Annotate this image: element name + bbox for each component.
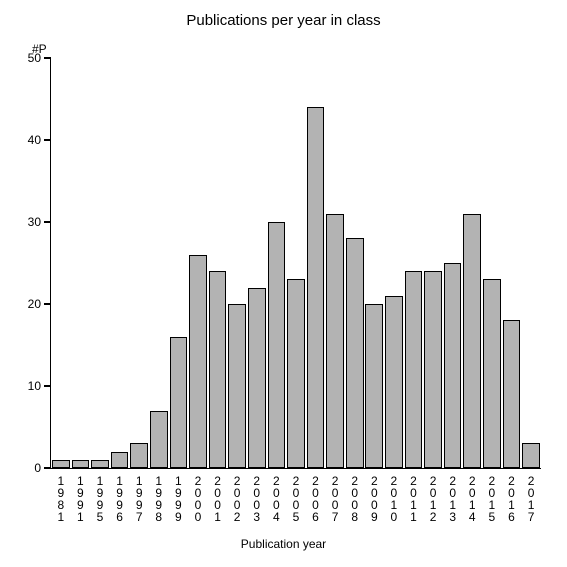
- bar: [130, 443, 148, 468]
- bar: [463, 214, 481, 468]
- bar-slot: 1996: [110, 58, 130, 468]
- bar: [405, 271, 423, 468]
- bar-slot: 1995: [90, 58, 110, 468]
- bar-slot: 1997: [129, 58, 149, 468]
- bar: [209, 271, 227, 468]
- bar-slot: 1981: [51, 58, 71, 468]
- bar-slot: 1999: [169, 58, 189, 468]
- y-tick-label: 30: [28, 215, 51, 229]
- bar-slot: 1991: [71, 58, 91, 468]
- y-tick-label: 10: [28, 379, 51, 393]
- bar: [150, 411, 168, 468]
- bar-slot: 2003: [247, 58, 267, 468]
- bar-slot: 2006: [306, 58, 326, 468]
- bar-slot: 2004: [267, 58, 287, 468]
- bar: [170, 337, 188, 468]
- chart-container: Publications per year in class #P 198119…: [0, 0, 567, 567]
- bar-slot: 2010: [384, 58, 404, 468]
- bar-slot: 2011: [404, 58, 424, 468]
- x-tick-label: 1998: [153, 468, 165, 522]
- bar: [189, 255, 207, 468]
- x-axis-label: Publication year: [0, 537, 567, 551]
- y-tick-label: 50: [28, 51, 51, 65]
- x-tick-label: 2004: [270, 468, 282, 522]
- x-tick-label: 2003: [251, 468, 263, 522]
- x-tick-label: 2006: [310, 468, 322, 522]
- x-tick-label: 1991: [74, 468, 86, 522]
- x-tick-label: 1981: [55, 468, 67, 522]
- x-tick-label: 2000: [192, 468, 204, 522]
- bar: [72, 460, 90, 468]
- x-tick-label: 2011: [407, 468, 419, 522]
- bar: [444, 263, 462, 468]
- x-tick-label: 2009: [368, 468, 380, 522]
- bar-slot: 2014: [462, 58, 482, 468]
- y-tick-label: 20: [28, 297, 51, 311]
- x-tick-label: 2016: [505, 468, 517, 522]
- x-tick-label: 2015: [486, 468, 498, 522]
- bar: [326, 214, 344, 468]
- bars-group: 1981199119951996199719981999200020012002…: [51, 58, 541, 468]
- plot-area: 1981199119951996199719981999200020012002…: [50, 58, 541, 469]
- bar: [503, 320, 521, 468]
- x-tick-label: 2012: [427, 468, 439, 522]
- bar: [483, 279, 501, 468]
- bar-slot: 2001: [208, 58, 228, 468]
- bar: [424, 271, 442, 468]
- x-tick-label: 2008: [349, 468, 361, 522]
- x-tick-label: 2010: [388, 468, 400, 522]
- bar-slot: 2000: [188, 58, 208, 468]
- bar: [307, 107, 325, 468]
- x-tick-label: 2007: [329, 468, 341, 522]
- bar-slot: 2002: [227, 58, 247, 468]
- x-tick-label: 2001: [212, 468, 224, 522]
- bar-slot: 2016: [502, 58, 522, 468]
- x-tick-label: 2014: [466, 468, 478, 522]
- y-tick-label: 40: [28, 133, 51, 147]
- x-tick-label: 1996: [114, 468, 126, 522]
- bar: [346, 238, 364, 468]
- y-tick-label: 0: [34, 461, 51, 475]
- x-tick-label: 1997: [133, 468, 145, 522]
- bar: [268, 222, 286, 468]
- bar: [228, 304, 246, 468]
- x-tick-label: 1995: [94, 468, 106, 522]
- bar-slot: 2005: [286, 58, 306, 468]
- x-tick-label: 2002: [231, 468, 243, 522]
- bar-slot: 2017: [521, 58, 541, 468]
- bar-slot: 2009: [365, 58, 385, 468]
- bar: [385, 296, 403, 468]
- bar: [52, 460, 70, 468]
- bar: [111, 452, 129, 468]
- bar: [522, 443, 540, 468]
- x-tick-label: 2013: [447, 468, 459, 522]
- bar-slot: 1998: [149, 58, 169, 468]
- chart-title: Publications per year in class: [0, 12, 567, 29]
- bar: [287, 279, 305, 468]
- bar-slot: 2008: [345, 58, 365, 468]
- bar-slot: 2015: [482, 58, 502, 468]
- x-tick-label: 1999: [172, 468, 184, 522]
- bar: [91, 460, 109, 468]
- x-tick-label: 2017: [525, 468, 537, 522]
- bar-slot: 2012: [423, 58, 443, 468]
- bar-slot: 2013: [443, 58, 463, 468]
- x-tick-label: 2005: [290, 468, 302, 522]
- bar-slot: 2007: [325, 58, 345, 468]
- bar: [248, 288, 266, 468]
- bar: [365, 304, 383, 468]
